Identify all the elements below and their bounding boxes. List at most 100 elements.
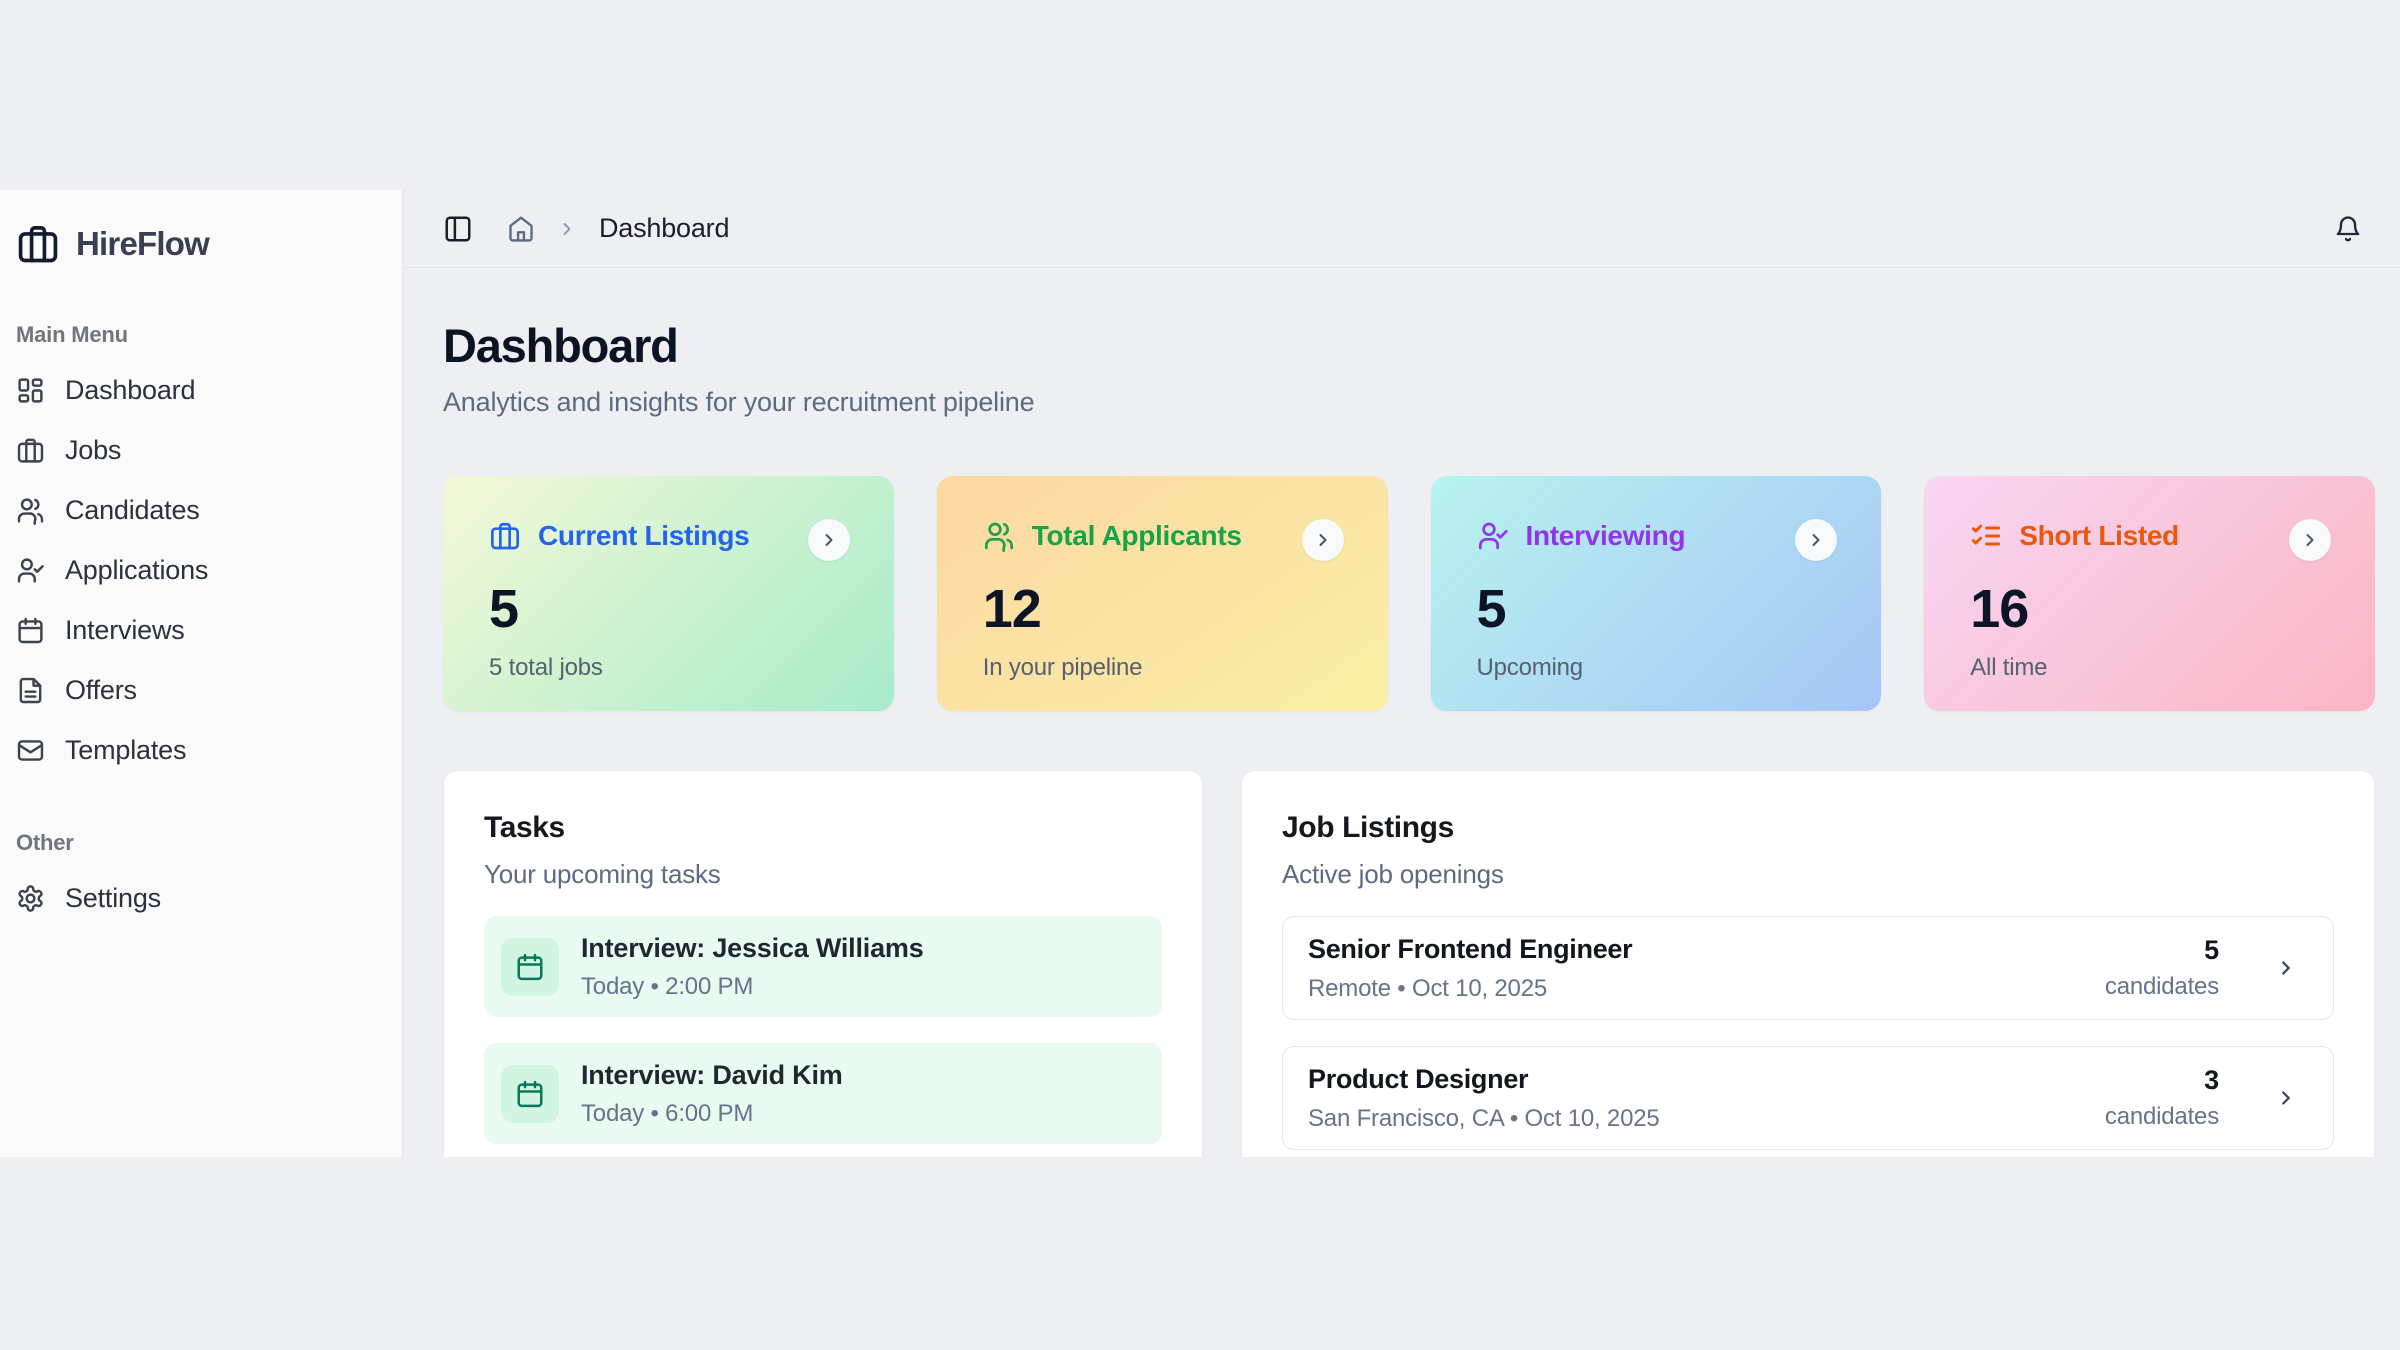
chevron-right-icon xyxy=(825,534,833,546)
users-icon xyxy=(984,522,1013,552)
job-meta: Remote • Oct 10, 2025 xyxy=(1308,974,1547,1002)
brand-name: HireFlow xyxy=(76,225,210,262)
breadcrumb-chevron-icon xyxy=(563,222,571,235)
user-check-icon xyxy=(17,557,44,583)
stat-chevron-button[interactable] xyxy=(1795,519,1838,561)
stat-card-short-listed[interactable]: Short Listed 16 All time xyxy=(1924,476,2375,711)
stat-card-current-listings[interactable]: Current Listings 5 5 total jobs xyxy=(443,476,894,711)
sidebar-section-main-menu: Main Menu xyxy=(16,322,128,347)
job-text: Senior Frontend Engineer Remote • Oct 10… xyxy=(1308,933,1633,1003)
job-count-number: 3 xyxy=(2204,1065,2219,1095)
file-text-icon xyxy=(19,677,42,703)
sidebar-item-settings[interactable]: Settings xyxy=(14,874,388,922)
sidebar-item-templates[interactable]: Templates xyxy=(14,726,388,774)
user-check-icon xyxy=(1478,522,1508,550)
breadcrumb[interactable]: Dashboard xyxy=(599,213,730,243)
stat-value: 12 xyxy=(982,579,1042,639)
tasks-panel: Tasks Your upcoming tasks Interview: Jes… xyxy=(443,770,1203,1157)
job-listings-panel: Job Listings Active job openings Senior … xyxy=(1241,770,2375,1157)
main-area: Dashboard Dashboard Analytics and insigh… xyxy=(403,190,2400,1157)
task-icon-tile xyxy=(501,937,559,996)
stat-sublabel: Upcoming xyxy=(1476,654,1584,681)
task-text: Interview: Jessica Williams Today • 2:00… xyxy=(581,933,924,1001)
sidebar-item-label: Dashboard xyxy=(65,374,196,405)
chevron-right-icon[interactable] xyxy=(2275,957,2297,979)
job-candidate-count: 5 candidates xyxy=(2105,935,2219,1001)
page-title: Dashboard xyxy=(443,319,679,372)
stat-value: 5 xyxy=(1476,579,1507,639)
job-title: Senior Frontend Engineer xyxy=(1308,933,1633,964)
sidebar-toggle-icon[interactable] xyxy=(443,214,473,244)
app-window: HireFlow Main Menu Dashboard Jobs Candid… xyxy=(0,190,2400,1157)
sidebar-item-label: Templates xyxy=(65,734,187,765)
tasks-title: Tasks xyxy=(484,811,565,844)
sidebar-item-label: Candidates xyxy=(65,494,200,525)
chevron-right-icon[interactable] xyxy=(2275,1087,2297,1109)
stat-chevron-button[interactable] xyxy=(2289,519,2331,561)
stat-chevron-button[interactable] xyxy=(807,519,850,561)
task-icon-tile xyxy=(501,1064,559,1123)
sidebar-item-interviews[interactable]: Interviews xyxy=(14,606,388,654)
stat-card-header: Total Applicants xyxy=(983,520,1342,552)
job-candidate-count: 3 candidates xyxy=(2105,1065,2219,1131)
mail-icon xyxy=(17,739,44,761)
sidebar-item-label: Jobs xyxy=(65,434,122,465)
sidebar-section-other: Other xyxy=(16,830,74,855)
chevron-right-icon xyxy=(1812,534,1820,546)
sidebar-item-offers[interactable]: Offers xyxy=(14,666,388,714)
task-meta: Today • 2:00 PM xyxy=(581,972,754,1000)
sidebar-item-label: Settings xyxy=(65,882,161,913)
stat-value: 5 xyxy=(489,579,519,639)
calendar-icon xyxy=(517,953,543,980)
sidebar-item-jobs[interactable]: Jobs xyxy=(14,426,388,474)
dashboard-grid-icon xyxy=(18,377,43,403)
calendar-icon xyxy=(517,1080,543,1107)
page-subtitle: Analytics and insights for your recruitm… xyxy=(443,387,1035,417)
sidebar-item-label: Applications xyxy=(65,554,209,585)
job-listings-title: Job Listings xyxy=(1282,811,1454,844)
bottom-panels: Tasks Your upcoming tasks Interview: Jes… xyxy=(443,770,2375,1157)
job-meta: San Francisco, CA • Oct 10, 2025 xyxy=(1308,1104,1660,1132)
stat-card-header: Interviewing xyxy=(1477,520,1836,552)
brand-briefcase-icon xyxy=(18,226,58,263)
stat-cards-row: Current Listings 5 5 total jobs Total Ap… xyxy=(443,476,2375,711)
stat-sublabel: All time xyxy=(1970,654,2048,681)
task-meta: Today • 6:00 PM xyxy=(581,1099,754,1127)
tasks-subtitle: Your upcoming tasks xyxy=(484,859,721,889)
home-icon[interactable] xyxy=(507,215,535,243)
stat-sublabel: 5 total jobs xyxy=(489,654,603,681)
briefcase-icon xyxy=(17,438,44,463)
job-title: Product Designer xyxy=(1308,1063,1529,1094)
sidebar-item-label: Interviews xyxy=(65,614,185,645)
brand[interactable]: HireFlow xyxy=(14,218,388,270)
task-title: Interview: David Kim xyxy=(581,1059,843,1090)
stat-chevron-button[interactable] xyxy=(1301,519,1344,561)
job-row[interactable]: Senior Frontend Engineer Remote • Oct 10… xyxy=(1282,916,2334,1020)
chevron-right-icon xyxy=(1319,534,1326,546)
stat-value: 16 xyxy=(1970,579,2029,639)
chevron-right-icon xyxy=(2306,534,2314,546)
stat-card-total-applicants[interactable]: Total Applicants 12 In your pipeline xyxy=(936,476,1388,711)
stat-label: Current Listings xyxy=(538,520,750,551)
calendar-icon xyxy=(18,617,43,643)
job-count-number: 5 xyxy=(2204,935,2219,965)
sidebar-item-dashboard[interactable]: Dashboard xyxy=(14,366,388,414)
stat-card-header: Short Listed xyxy=(1970,520,2329,552)
stat-card-interviewing[interactable]: Interviewing 5 Upcoming xyxy=(1430,476,1882,711)
job-listings-subtitle: Active job openings xyxy=(1282,859,1504,889)
job-count-label: candidates xyxy=(2104,973,2219,1000)
gear-icon xyxy=(18,884,43,912)
stat-label: Interviewing xyxy=(1525,520,1686,551)
job-row[interactable]: Product Designer San Francisco, CA • Oct… xyxy=(1282,1046,2334,1150)
briefcase-icon xyxy=(491,522,520,550)
list-checks-icon xyxy=(1972,524,2001,546)
sidebar-item-applications[interactable]: Applications xyxy=(14,546,388,594)
task-item[interactable]: Interview: Jessica Williams Today • 2:00… xyxy=(484,916,1162,1017)
task-item[interactable]: Interview: David Kim Today • 6:00 PM xyxy=(484,1043,1162,1144)
topbar: Dashboard xyxy=(403,190,2400,268)
bell-icon[interactable] xyxy=(2334,215,2362,243)
users-icon xyxy=(17,497,44,525)
page-content: Dashboard Analytics and insights for you… xyxy=(403,318,2400,1157)
sidebar-item-candidates[interactable]: Candidates xyxy=(14,486,388,534)
